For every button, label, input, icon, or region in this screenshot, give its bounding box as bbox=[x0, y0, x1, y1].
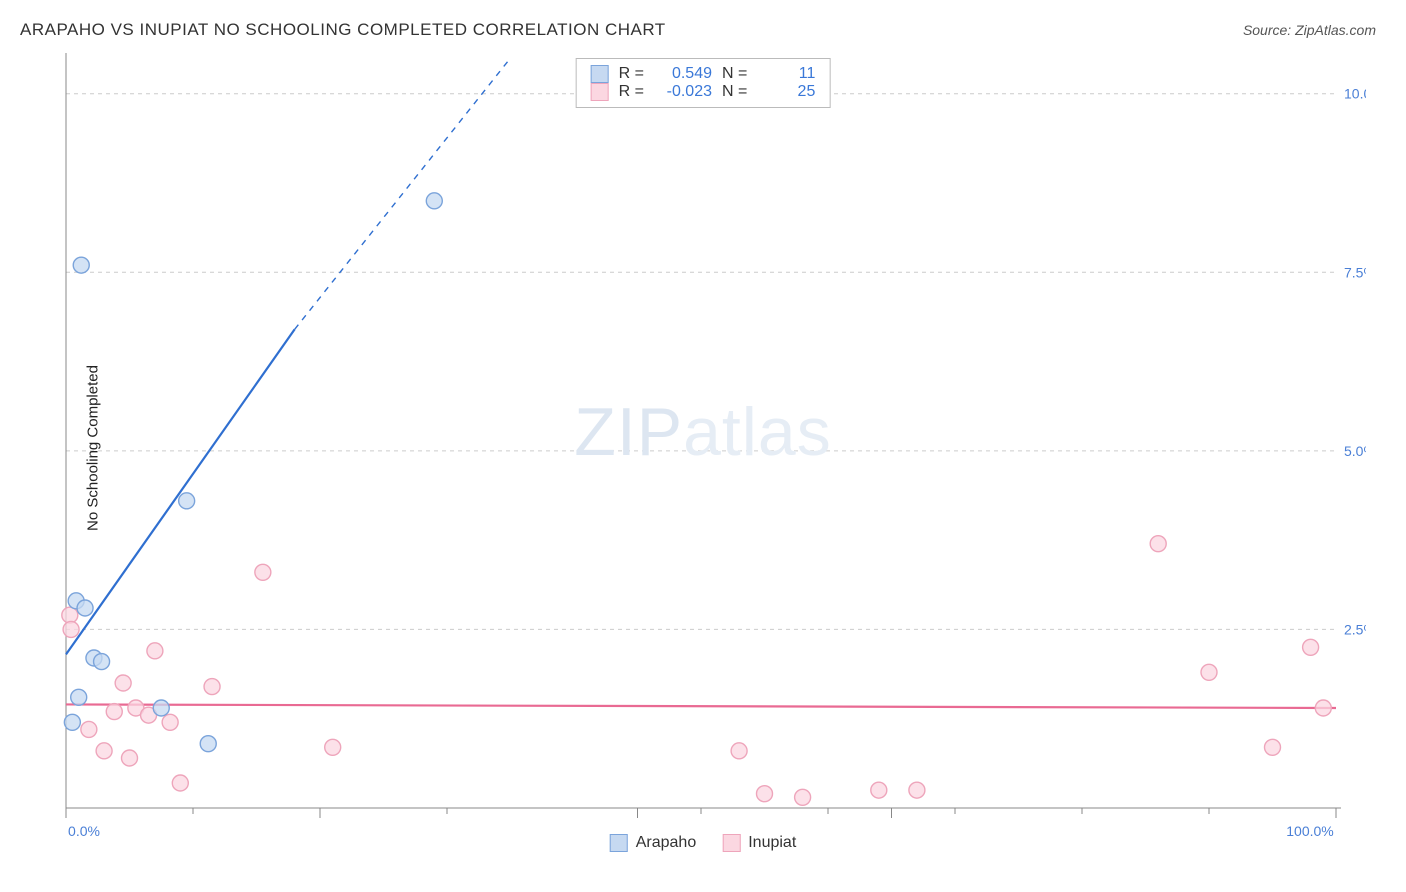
stats-row-inupiat: R = -0.023 N = 25 bbox=[591, 83, 816, 101]
stats-row-arapaho: R = 0.549 N = 11 bbox=[591, 65, 816, 83]
r-label: R = bbox=[619, 65, 644, 83]
swatch-arapaho bbox=[591, 65, 609, 83]
r-value: -0.023 bbox=[654, 83, 712, 101]
n-value: 11 bbox=[757, 65, 815, 83]
svg-text:7.5%: 7.5% bbox=[1344, 264, 1366, 280]
legend-label: Inupiat bbox=[748, 834, 796, 852]
source-label: Source: ZipAtlas.com bbox=[1243, 22, 1376, 38]
r-value: 0.549 bbox=[654, 65, 712, 83]
chart-title: ARAPAHO VS INUPIAT NO SCHOOLING COMPLETE… bbox=[20, 20, 666, 40]
legend-item-arapaho: Arapaho bbox=[610, 834, 697, 852]
r-label: R = bbox=[619, 83, 644, 101]
y-axis-label: No Schooling Completed bbox=[84, 365, 101, 531]
svg-text:100.0%: 100.0% bbox=[1286, 823, 1333, 839]
legend-swatch-inupiat bbox=[722, 834, 740, 852]
svg-text:2.5%: 2.5% bbox=[1344, 621, 1366, 637]
legend: Arapaho Inupiat bbox=[610, 834, 797, 852]
n-value: 25 bbox=[757, 83, 815, 101]
svg-text:5.0%: 5.0% bbox=[1344, 443, 1366, 459]
legend-swatch-arapaho bbox=[610, 834, 628, 852]
stats-box: R = 0.549 N = 11 R = -0.023 N = 25 bbox=[576, 58, 831, 108]
svg-text:0.0%: 0.0% bbox=[68, 823, 100, 839]
n-label: N = bbox=[722, 65, 747, 83]
scatter-chart: 2.5% 5.0% 7.5% 10.0% 0.0% 100.0% bbox=[20, 48, 1366, 848]
svg-text:10.0%: 10.0% bbox=[1344, 86, 1366, 102]
legend-label: Arapaho bbox=[636, 834, 697, 852]
chart-container: No Schooling Completed ZIPatlas 2.5%5.0%… bbox=[20, 48, 1386, 848]
legend-item-inupiat: Inupiat bbox=[722, 834, 796, 852]
swatch-inupiat bbox=[591, 83, 609, 101]
n-label: N = bbox=[722, 83, 747, 101]
